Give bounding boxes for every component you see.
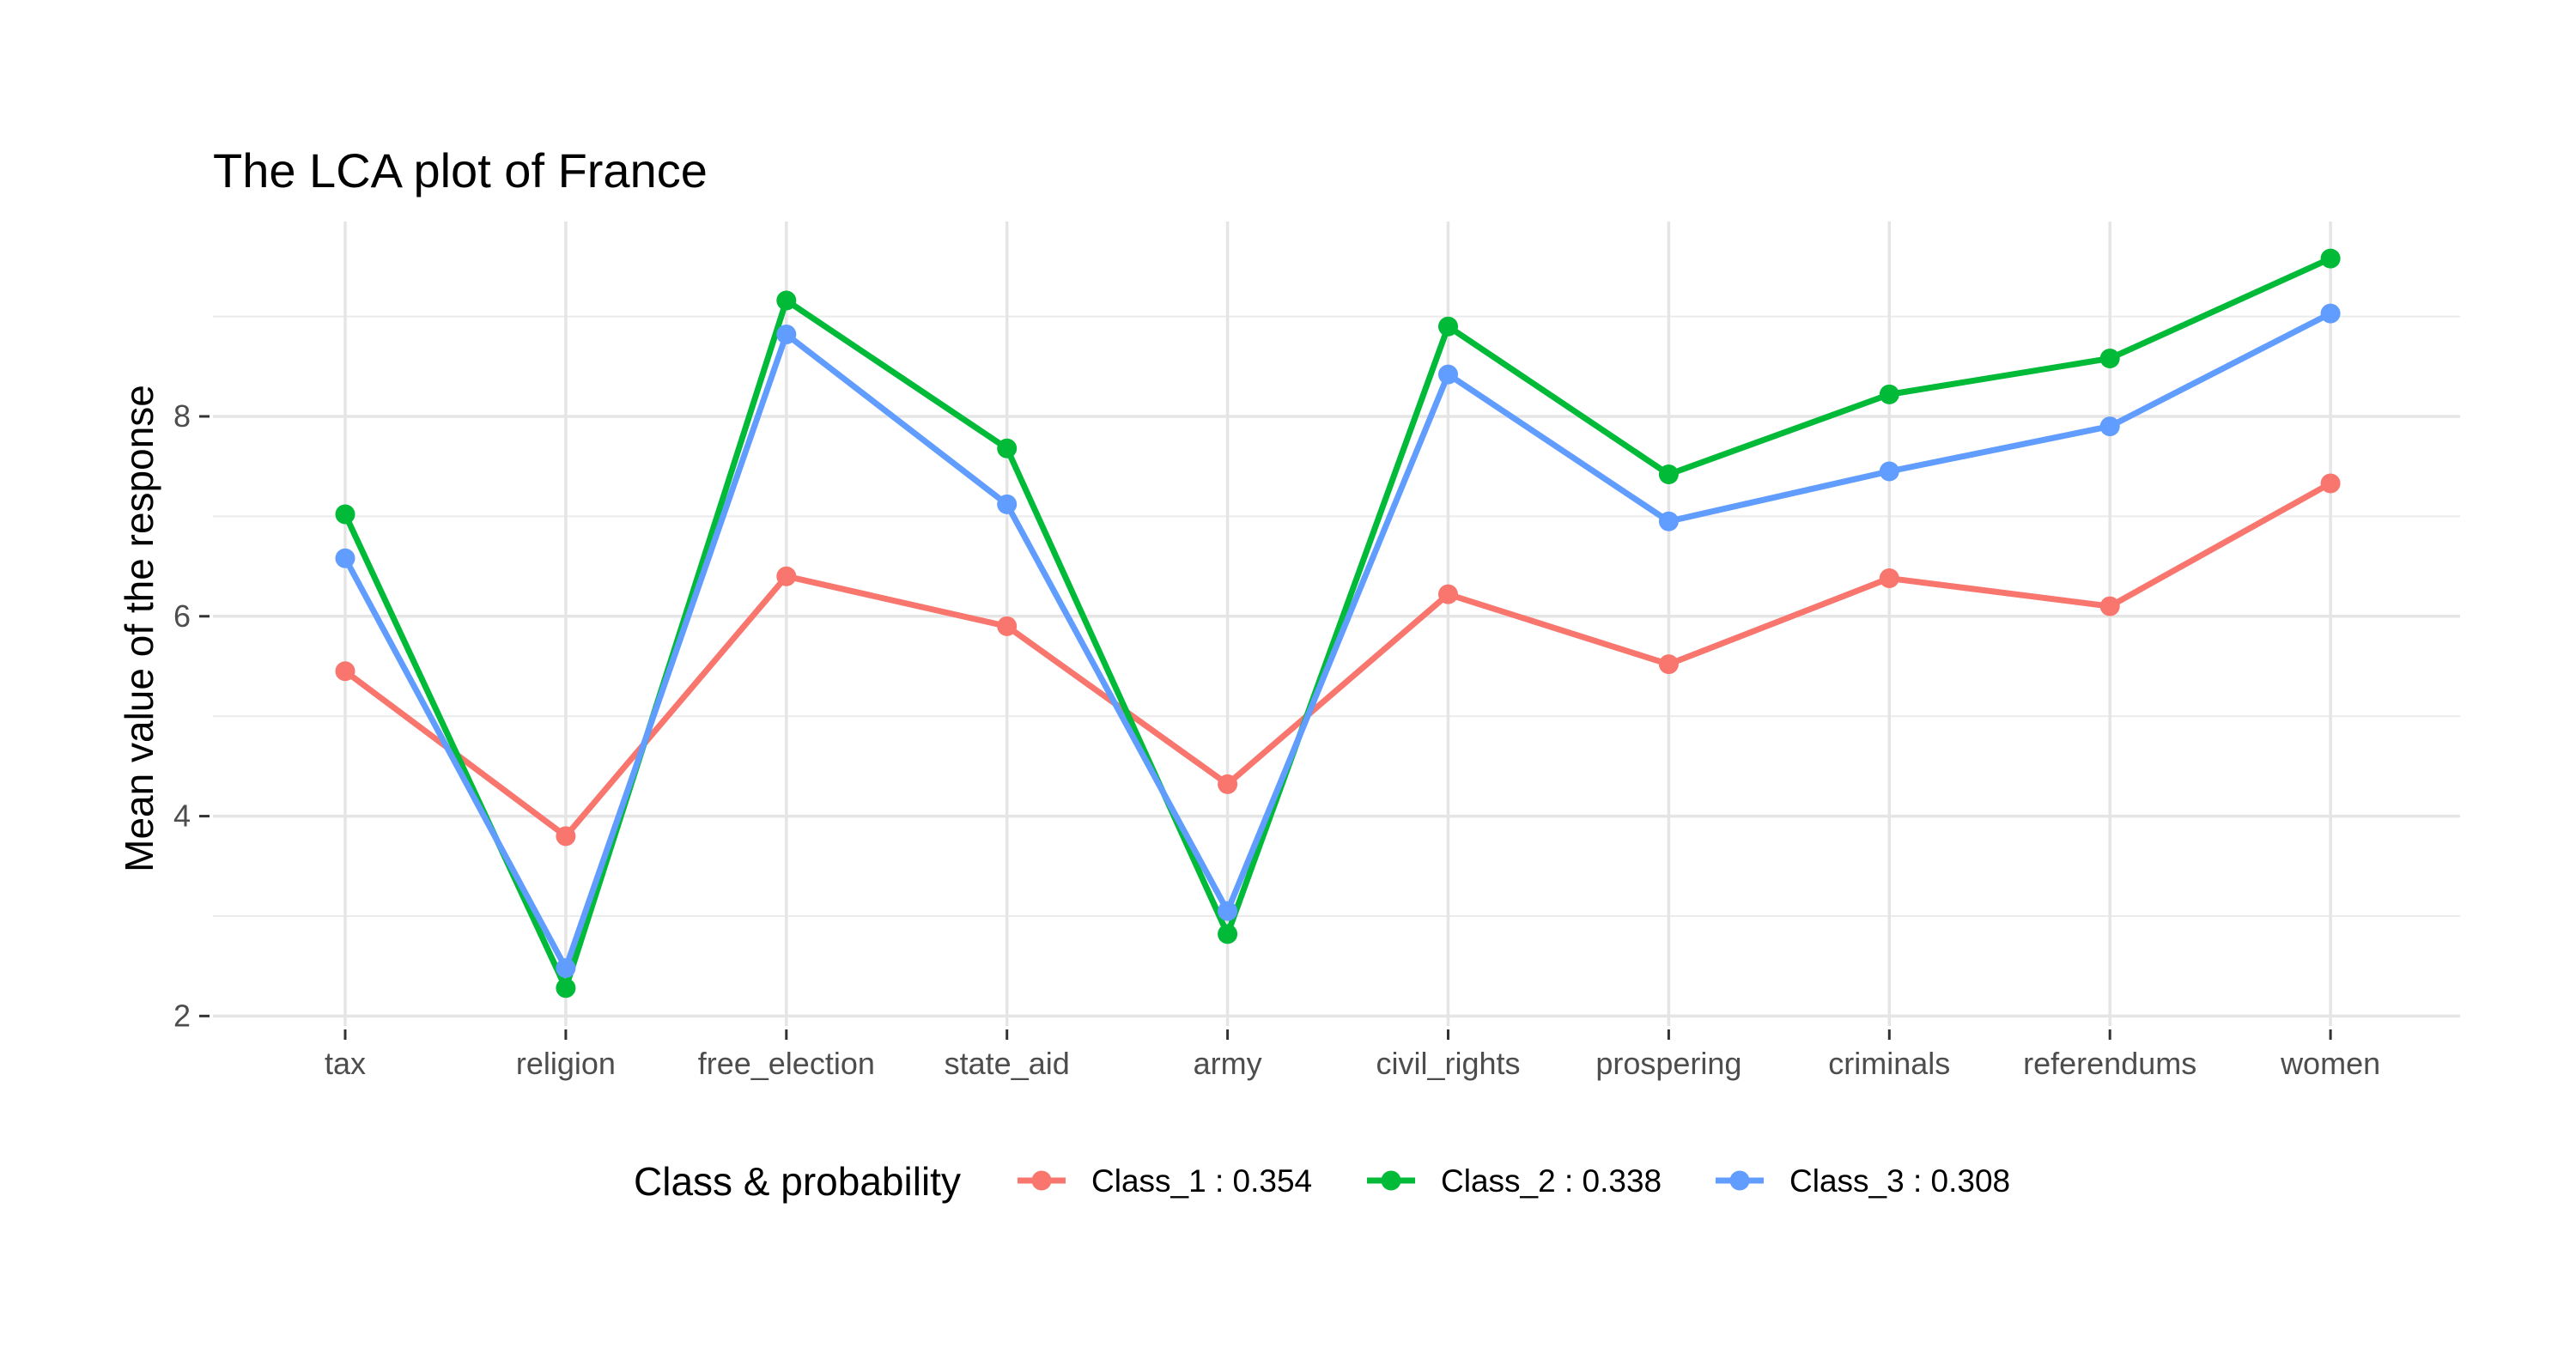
- data-point-class-1: [1438, 584, 1458, 604]
- y-axis-title: Mean value of the response: [117, 385, 161, 872]
- y-tick-label: 4: [173, 798, 191, 834]
- data-point-class-1: [335, 661, 355, 682]
- data-point-class-3: [1879, 461, 1899, 482]
- data-point-class-1: [776, 566, 797, 586]
- data-point-class-2: [2320, 248, 2341, 269]
- data-point-class-2: [556, 978, 576, 999]
- y-tick-label: 8: [173, 398, 191, 434]
- data-point-class-2: [776, 290, 797, 311]
- x-tick-label: criminals: [1828, 1046, 1950, 1081]
- legend-label-class-3: Class_3 : 0.308: [1789, 1163, 2010, 1199]
- data-point-class-2: [1879, 384, 1899, 404]
- data-point-class-3: [2320, 303, 2341, 324]
- data-point-class-3: [776, 325, 797, 345]
- x-tick-label: civil_rights: [1376, 1046, 1520, 1081]
- data-point-class-1: [2099, 596, 2120, 616]
- chart-title: The LCA plot of France: [213, 143, 708, 197]
- series-line-class-1: [343, 480, 2332, 840]
- data-point-class-3: [1438, 364, 1458, 385]
- data-point-class-3: [1218, 901, 1238, 921]
- x-tick-label: women: [2280, 1046, 2380, 1081]
- data-point-class-1: [2320, 473, 2341, 494]
- x-tick-label: religion: [516, 1046, 616, 1081]
- data-point-class-3: [2099, 416, 2120, 437]
- legend-label-class-1: Class_1 : 0.354: [1091, 1163, 1312, 1199]
- grid-layer: [213, 222, 2460, 1026]
- x-tick-label: tax: [325, 1046, 366, 1081]
- series-line-class-3: [342, 310, 2332, 971]
- legend-key-point-class-2: [1381, 1170, 1401, 1191]
- legend-title: Class & probability: [634, 1159, 961, 1204]
- x-tick-label: referendums: [2023, 1046, 2196, 1081]
- series-layer: [335, 248, 2341, 999]
- data-point-class-2: [335, 504, 355, 525]
- x-tick-label: army: [1194, 1046, 1262, 1081]
- data-point-class-2: [1438, 316, 1458, 337]
- y-tick-label: 6: [173, 598, 191, 634]
- data-point-class-3: [556, 957, 576, 978]
- y-tick-label: 2: [173, 998, 191, 1033]
- data-point-class-2: [1658, 464, 1679, 484]
- legend-key-point-class-3: [1729, 1170, 1750, 1191]
- data-point-class-1: [1658, 654, 1679, 675]
- axis-layer: 2 4 6 8 tax religion free_election state_aid arm…: [173, 398, 2380, 1081]
- x-tick-label: prospering: [1595, 1046, 1741, 1081]
- data-point-class-1: [1879, 568, 1899, 589]
- data-point-class-3: [997, 494, 1018, 514]
- x-tick-label: state_aid: [945, 1046, 1070, 1081]
- data-point-class-2: [997, 438, 1018, 458]
- legend-label-class-2: Class_2 : 0.338: [1441, 1163, 1662, 1199]
- x-tick-label: free_election: [698, 1046, 875, 1081]
- data-point-class-3: [1658, 511, 1679, 531]
- legend-key-point-class-1: [1031, 1170, 1052, 1191]
- data-point-class-1: [556, 826, 576, 847]
- data-point-class-3: [335, 548, 355, 568]
- data-point-class-2: [2099, 348, 2120, 368]
- legend: Class & probability Class_1 : 0.354 Class…: [634, 1159, 2010, 1204]
- data-point-class-2: [1218, 924, 1238, 944]
- data-point-class-1: [997, 616, 1018, 636]
- data-point-class-1: [1218, 774, 1238, 794]
